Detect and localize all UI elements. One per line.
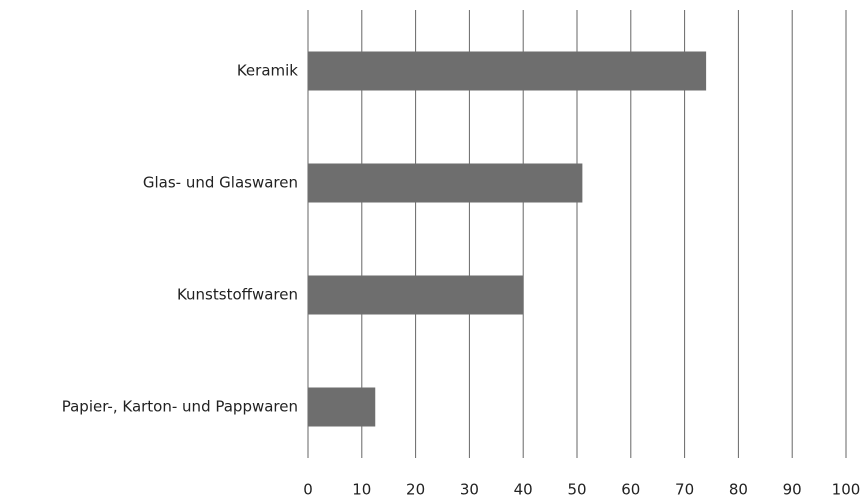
bar xyxy=(308,163,583,203)
x-tick-label: 60 xyxy=(621,481,640,499)
y-tick-label: Kunststoffwaren xyxy=(177,286,298,304)
y-tick-label: Keramik xyxy=(237,62,298,80)
bar xyxy=(308,275,524,315)
x-tick-label: 10 xyxy=(352,481,371,499)
x-tick-label: 100 xyxy=(832,481,861,499)
y-tick-label: Glas- und Glaswaren xyxy=(143,174,298,192)
x-tick-label: 40 xyxy=(514,481,533,499)
x-tick-label: 20 xyxy=(406,481,425,499)
x-tick-label: 30 xyxy=(460,481,479,499)
x-tick-label: 70 xyxy=(675,481,694,499)
y-tick-label: Papier-, Karton- und Pappwaren xyxy=(62,398,298,416)
bar xyxy=(308,387,376,427)
x-tick-label: 90 xyxy=(783,481,802,499)
x-tick-label: 80 xyxy=(729,481,748,499)
x-tick-label: 0 xyxy=(303,481,313,499)
bar xyxy=(308,51,707,91)
x-tick-label: 50 xyxy=(567,481,586,499)
